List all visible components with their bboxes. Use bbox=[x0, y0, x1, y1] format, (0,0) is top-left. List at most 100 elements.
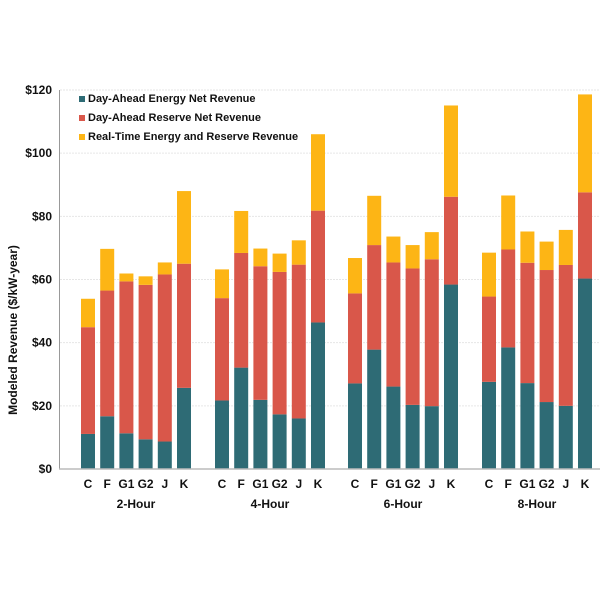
bar-segment-da-energy bbox=[311, 322, 325, 469]
bar-segment-da-energy bbox=[386, 386, 401, 469]
x-category-label: C bbox=[485, 477, 494, 491]
x-category-label: G1 bbox=[252, 477, 268, 491]
bar-segment-da-energy bbox=[578, 278, 592, 469]
x-category-label: F bbox=[104, 477, 111, 491]
bar-segment-da-energy bbox=[253, 399, 268, 469]
bar-segment-da-energy bbox=[520, 383, 535, 469]
bar-segment-rt-energy-reserve bbox=[272, 253, 287, 272]
x-category-label: K bbox=[447, 477, 456, 491]
legend-swatch bbox=[79, 115, 85, 121]
y-axis-label: Modeled Revenue ($/kW-year) bbox=[6, 245, 20, 415]
bar-segment-da-reserve bbox=[558, 264, 573, 406]
bar-segment-da-reserve bbox=[578, 192, 592, 279]
bar-segment-rt-energy-reserve bbox=[253, 248, 268, 267]
bar-segment-da-energy bbox=[119, 433, 134, 469]
bar-segment-da-reserve bbox=[291, 264, 306, 419]
x-category-label: G1 bbox=[519, 477, 535, 491]
x-category-label: J bbox=[161, 477, 168, 491]
x-category-label: G2 bbox=[272, 477, 288, 491]
bar-segment-da-reserve bbox=[539, 270, 554, 403]
bar-segment-da-energy bbox=[272, 414, 287, 469]
x-category-label: G2 bbox=[405, 477, 421, 491]
bar-segment-rt-energy-reserve bbox=[501, 195, 516, 250]
x-category-label: J bbox=[428, 477, 435, 491]
bar-segment-da-reserve bbox=[253, 266, 268, 400]
y-tick-label: $0 bbox=[39, 462, 53, 476]
bar-segment-da-energy bbox=[100, 416, 115, 469]
x-category-label: G1 bbox=[118, 477, 134, 491]
x-category-label: C bbox=[84, 477, 93, 491]
x-category-label: J bbox=[562, 477, 569, 491]
bar-segment-da-reserve bbox=[424, 259, 439, 407]
legend-swatch bbox=[79, 134, 85, 140]
bar-segment-da-energy bbox=[482, 381, 496, 469]
bar-segment-rt-energy-reserve bbox=[157, 262, 172, 275]
y-tick-label: $120 bbox=[25, 83, 52, 97]
legend-label: Day-Ahead Reserve Net Revenue bbox=[88, 112, 261, 124]
bar-segment-da-energy bbox=[81, 433, 95, 469]
x-category-label: F bbox=[238, 477, 245, 491]
bar-segment-da-energy bbox=[138, 439, 153, 469]
bar-segment-da-reserve bbox=[177, 263, 191, 388]
bar-segment-rt-energy-reserve bbox=[215, 269, 229, 299]
bar-segment-rt-energy-reserve bbox=[558, 229, 573, 265]
bar-segment-da-energy bbox=[424, 406, 439, 469]
x-group-label: 4-Hour bbox=[251, 497, 290, 511]
bar-segment-da-reserve bbox=[272, 271, 287, 415]
bars bbox=[81, 94, 592, 469]
axes bbox=[59, 90, 600, 470]
bar-segment-da-reserve bbox=[119, 281, 134, 434]
bar-segment-rt-energy-reserve bbox=[348, 258, 362, 294]
y-tick-labels: $0 $20 $40 $60 $80 $100 $120 bbox=[25, 83, 52, 476]
bar-segment-da-energy bbox=[367, 349, 382, 469]
x-category-labels: C F G1 G2 J K C F G1 G2 J K C F G1 G2 J K C F G1 G2 J K bbox=[84, 477, 590, 491]
bar-segment-rt-energy-reserve bbox=[367, 195, 382, 246]
bar-segment-da-reserve bbox=[215, 298, 229, 401]
bar-segment-da-energy bbox=[405, 404, 420, 469]
x-category-label: F bbox=[505, 477, 512, 491]
bar-segment-da-energy bbox=[177, 387, 191, 469]
bar-segment-da-energy bbox=[234, 367, 249, 469]
legend-label: Real-Time Energy and Reserve Revenue bbox=[88, 131, 298, 143]
legend: Day-Ahead Energy Net Revenue Day-Ahead Re… bbox=[79, 93, 298, 143]
x-category-label: G2 bbox=[539, 477, 555, 491]
x-category-label: F bbox=[371, 477, 378, 491]
bar-segment-da-reserve bbox=[157, 274, 172, 442]
bar-segment-rt-energy-reserve bbox=[424, 232, 439, 260]
bar-segment-da-energy bbox=[348, 383, 362, 469]
bar-segment-da-reserve bbox=[311, 210, 325, 323]
bar-segment-rt-energy-reserve bbox=[520, 231, 535, 263]
bar-segment-da-reserve bbox=[234, 252, 249, 368]
bar-segment-rt-energy-reserve bbox=[81, 298, 95, 328]
bar-segment-rt-energy-reserve bbox=[405, 245, 420, 269]
bar-segment-rt-energy-reserve bbox=[177, 191, 191, 264]
bar-segment-rt-energy-reserve bbox=[482, 252, 496, 297]
bar-segment-da-reserve bbox=[482, 296, 496, 382]
bar-segment-da-energy bbox=[444, 284, 458, 469]
bar-segment-da-energy bbox=[291, 418, 306, 469]
bar-segment-da-reserve bbox=[405, 268, 420, 405]
x-category-label: J bbox=[295, 477, 302, 491]
legend-swatch bbox=[79, 96, 85, 102]
bar-segment-rt-energy-reserve bbox=[291, 240, 306, 265]
y-tick-label: $40 bbox=[32, 336, 52, 350]
x-category-label: K bbox=[180, 477, 189, 491]
y-tick-label: $60 bbox=[32, 273, 52, 287]
bar-segment-da-reserve bbox=[520, 262, 535, 384]
bar-segment-rt-energy-reserve bbox=[100, 248, 115, 291]
bar-segment-da-energy bbox=[558, 405, 573, 469]
bar-segment-da-reserve bbox=[386, 262, 401, 387]
x-category-label: K bbox=[581, 477, 590, 491]
x-category-label: G2 bbox=[138, 477, 154, 491]
bar-segment-rt-energy-reserve bbox=[444, 105, 458, 197]
bar-segment-rt-energy-reserve bbox=[119, 273, 134, 282]
x-category-label: K bbox=[314, 477, 323, 491]
x-category-label: C bbox=[218, 477, 227, 491]
x-group-labels: 2-Hour 4-Hour 6-Hour 8-Hour bbox=[117, 497, 557, 511]
bar-segment-da-reserve bbox=[501, 249, 516, 348]
bar-segment-rt-energy-reserve bbox=[138, 276, 153, 285]
y-tick-label: $80 bbox=[32, 209, 52, 223]
x-group-label: 6-Hour bbox=[384, 497, 423, 511]
bar-segment-rt-energy-reserve bbox=[234, 210, 249, 253]
